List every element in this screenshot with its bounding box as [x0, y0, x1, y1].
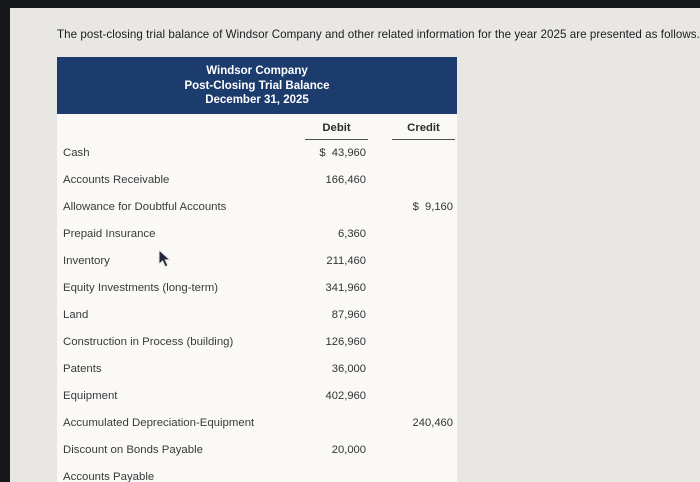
table-row: Cash $ 43,960 [57, 139, 455, 166]
table-row: Accumulated Depreciation-Equipment 240,46… [57, 409, 455, 436]
column-gap [368, 139, 392, 166]
table-row: Patents 36,000 [57, 355, 455, 382]
table-row: Equipment 402,960 [57, 382, 455, 409]
debit-amount: 166,460 [325, 173, 366, 186]
column-gap [368, 247, 392, 274]
table-row: Inventory 211,460 [57, 247, 455, 274]
credit-amount [392, 382, 455, 409]
column-gap [368, 355, 392, 382]
debit-amount: 402,960 [325, 389, 366, 402]
table-row: Allowance for Doubtful Accounts $ 9,160 [57, 193, 455, 220]
debit-amount [305, 193, 368, 220]
credit-amount [392, 274, 455, 301]
table-row: Accounts Receivable 166,460 [57, 166, 455, 193]
debit-amount [305, 463, 368, 482]
credit-amount [392, 436, 455, 463]
table-row: Construction in Process (building) 126,96… [57, 328, 455, 355]
debit-column-header: Debit [305, 113, 368, 140]
debit-amount [305, 409, 368, 436]
credit-amount [392, 463, 455, 482]
table-row: Discount on Bonds Payable 20,000 [57, 436, 455, 463]
debit-amount: 211,460 [326, 254, 366, 267]
account-name: Accounts Receivable [63, 173, 170, 186]
page-content: The post-closing trial balance of Windso… [10, 8, 700, 482]
trial-balance-body: Debit Credit Cash $ 43,960 Accounts Receiv… [57, 113, 457, 482]
column-gap [368, 382, 392, 409]
account-name: Land [63, 308, 89, 321]
column-gap [368, 193, 392, 220]
table-row: Prepaid Insurance 6,360 [57, 220, 455, 247]
account-name: Prepaid Insurance [63, 227, 156, 240]
account-name: Accounts Payable [63, 470, 155, 482]
account-name: Equity Investments (long-term) [63, 281, 219, 294]
debit-amount: 6,360 [338, 227, 366, 240]
account-name: Discount on Bonds Payable [63, 443, 203, 456]
intro-text: The post-closing trial balance of Windso… [57, 28, 700, 41]
trial-balance-card: Windsor Company Post-Closing Trial Balan… [57, 57, 457, 482]
credit-amount [392, 301, 455, 328]
column-gap [368, 114, 392, 140]
account-name: Inventory [63, 254, 110, 267]
credit-amount [392, 139, 455, 166]
column-gap [368, 328, 392, 355]
column-gap [368, 166, 392, 193]
credit-amount [392, 328, 455, 355]
company-name: Windsor Company [206, 65, 308, 77]
debit-amount: 87,960 [331, 308, 366, 321]
statement-title: Post-Closing Trial Balance [184, 79, 330, 92]
account-name: Patents [63, 362, 102, 375]
account-column-header [57, 114, 305, 140]
credit-column-header: Credit [392, 113, 455, 140]
account-name: Allowance for Doubtful Accounts [63, 200, 227, 213]
trial-balance-header: Windsor Company Post-Closing Trial Balan… [57, 57, 457, 114]
credit-amount [392, 355, 455, 382]
debit-amount: 126,960 [325, 335, 366, 348]
credit-amount [392, 247, 455, 274]
table-row: Land 87,960 [57, 301, 455, 328]
mouse-cursor [158, 249, 172, 268]
debit-amount: 20,000 [331, 443, 366, 456]
credit-amount [392, 220, 455, 247]
column-gap [368, 409, 392, 436]
table-row: Equity Investments (long-term) 341,960 [57, 274, 455, 301]
account-name: Cash [63, 146, 90, 159]
debit-amount: 341,960 [325, 281, 366, 294]
debit-amount: $ 43,960 [319, 146, 366, 159]
debit-amount: 36,000 [331, 362, 366, 375]
table-row: Accounts Payable [57, 463, 455, 482]
credit-amount: $ 9,160 [412, 200, 453, 213]
column-gap [368, 220, 392, 247]
credit-amount: 240,460 [412, 416, 453, 429]
column-gap [368, 463, 392, 482]
account-name: Construction in Process (building) [63, 335, 234, 348]
statement-date: December 31, 2025 [205, 94, 309, 106]
column-gap [368, 301, 392, 328]
credit-amount [392, 166, 455, 193]
column-gap [368, 274, 392, 301]
account-name: Equipment [63, 389, 118, 402]
trial-balance-rows: Cash $ 43,960 Accounts Receivable 166,460 Al… [57, 139, 455, 482]
account-name: Accumulated Depreciation-Equipment [63, 416, 255, 429]
trial-balance-table: Debit Credit Cash $ 43,960 Accounts Receiv… [57, 113, 455, 482]
column-header-row: Debit Credit [57, 113, 455, 140]
column-gap [368, 436, 392, 463]
